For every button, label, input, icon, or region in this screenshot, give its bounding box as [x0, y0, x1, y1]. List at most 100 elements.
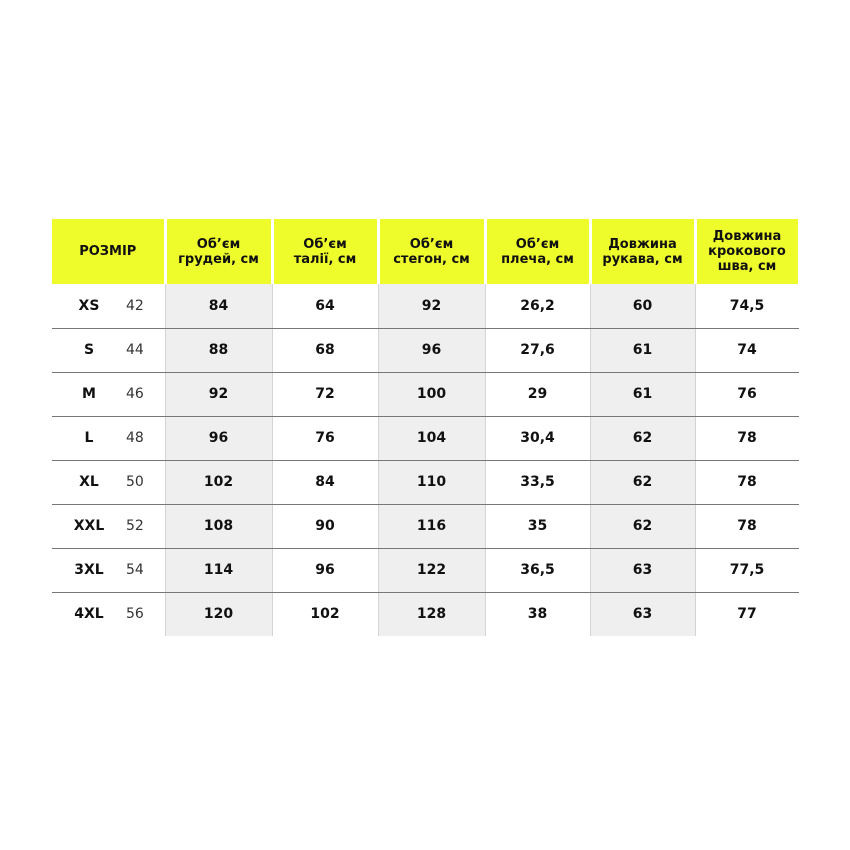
value-cell: 92: [165, 372, 272, 416]
size-label: S: [83, 342, 95, 358]
value-text: 110: [416, 474, 447, 490]
value-cell: 102: [272, 592, 378, 636]
value-cell: 102: [165, 460, 272, 504]
value-text: 61: [632, 342, 653, 358]
value-cell: 84: [165, 284, 272, 328]
row-divider: [52, 548, 799, 549]
size-cell: 3XL 54: [52, 548, 165, 592]
value-text: 30,4: [520, 430, 555, 446]
value-text: 96: [421, 342, 442, 358]
value-cell: 35: [485, 504, 590, 548]
value-text: 60: [632, 298, 653, 314]
value-text: 78: [737, 430, 757, 446]
value-text: 84: [208, 298, 229, 314]
value-text: 114: [203, 562, 234, 578]
value-text: 62: [632, 430, 653, 446]
value-cell: 63: [590, 548, 695, 592]
size-cell: S 44: [52, 328, 165, 372]
value-text: 122: [416, 562, 447, 578]
value-cell: 110: [378, 460, 485, 504]
header-text: Об’єм: [303, 236, 347, 252]
value-cell: 74,5: [695, 284, 799, 328]
header-text: плеча, см: [501, 251, 574, 267]
value-cell: 114: [165, 548, 272, 592]
value-cell: 116: [378, 504, 485, 548]
size-label: M: [82, 386, 96, 402]
value-cell: 122: [378, 548, 485, 592]
value-cell: 33,5: [485, 460, 590, 504]
value-text: 72: [315, 386, 335, 402]
size-label: XL: [79, 474, 99, 490]
value-cell: 77,5: [695, 548, 799, 592]
header-text: Об’єм: [409, 236, 454, 252]
value-text: 26,2: [520, 298, 555, 314]
row-divider: [52, 328, 799, 329]
header-cell: Довжина рукава, см: [591, 219, 694, 284]
value-text: 88: [208, 342, 229, 358]
value-cell: 128: [378, 592, 485, 636]
value-cell: 62: [590, 504, 695, 548]
header-text: крокового: [708, 244, 786, 259]
value-cell: 84: [272, 460, 378, 504]
header-text: Об’єм: [515, 236, 560, 252]
value-text: 38: [527, 606, 548, 622]
size-label: L: [84, 430, 94, 446]
value-cell: 61: [590, 372, 695, 416]
value-cell: 96: [165, 416, 272, 460]
value-text: 62: [632, 518, 653, 534]
value-cell: 108: [165, 504, 272, 548]
value-text: 92: [208, 386, 229, 402]
value-text: 62: [632, 474, 653, 490]
value-text: 96: [208, 430, 229, 446]
size-number: 44: [126, 342, 144, 358]
value-text: 92: [421, 298, 442, 314]
size-number: 48: [126, 430, 144, 446]
value-cell: 96: [272, 548, 378, 592]
value-text: 128: [416, 606, 447, 622]
value-text: 74: [737, 342, 757, 358]
size-number: 42: [126, 298, 144, 314]
header-text: Об’єм: [196, 236, 241, 252]
value-text: 35: [527, 518, 548, 534]
value-cell: 61: [590, 328, 695, 372]
value-text: 77,5: [729, 562, 765, 578]
header-text: грудей, см: [178, 251, 259, 267]
row-divider: [52, 592, 799, 593]
value-cell: 92: [378, 284, 485, 328]
size-cell: 4XL 56: [52, 592, 165, 636]
value-text: 68: [315, 342, 335, 358]
size-number: 46: [126, 386, 144, 402]
value-text: 96: [315, 562, 335, 578]
size-number: 56: [126, 606, 144, 622]
value-cell: 96: [378, 328, 485, 372]
value-cell: 100: [378, 372, 485, 416]
value-text: 76: [737, 386, 757, 402]
size-label: 3XL: [74, 562, 104, 578]
value-text: 108: [203, 518, 234, 534]
size-number: 54: [126, 562, 144, 578]
value-cell: 36,5: [485, 548, 590, 592]
header-cell: Об’єм плеча, см: [486, 219, 589, 284]
size-cell: M 46: [52, 372, 165, 416]
value-cell: 78: [695, 416, 799, 460]
header-text: Довжина: [712, 229, 782, 244]
value-text: 76: [315, 430, 335, 446]
row-divider: [52, 504, 799, 505]
value-text: 100: [416, 386, 447, 402]
header-text: стегон, см: [393, 251, 470, 267]
value-text: 77: [737, 606, 757, 622]
value-cell: 30,4: [485, 416, 590, 460]
header-cell: Об’єм грудей, см: [166, 219, 271, 284]
header-text: Довжина: [608, 236, 677, 252]
value-cell: 29: [485, 372, 590, 416]
size-label: 4XL: [74, 606, 104, 622]
value-text: 78: [737, 474, 757, 490]
value-text: 63: [632, 562, 653, 578]
value-text: 74,5: [729, 298, 765, 314]
value-cell: 78: [695, 504, 799, 548]
header-cell: Об’єм талії, см: [273, 219, 377, 284]
header-text: талії, см: [293, 251, 357, 267]
value-cell: 120: [165, 592, 272, 636]
row-divider: [52, 416, 799, 417]
value-cell: 74: [695, 328, 799, 372]
